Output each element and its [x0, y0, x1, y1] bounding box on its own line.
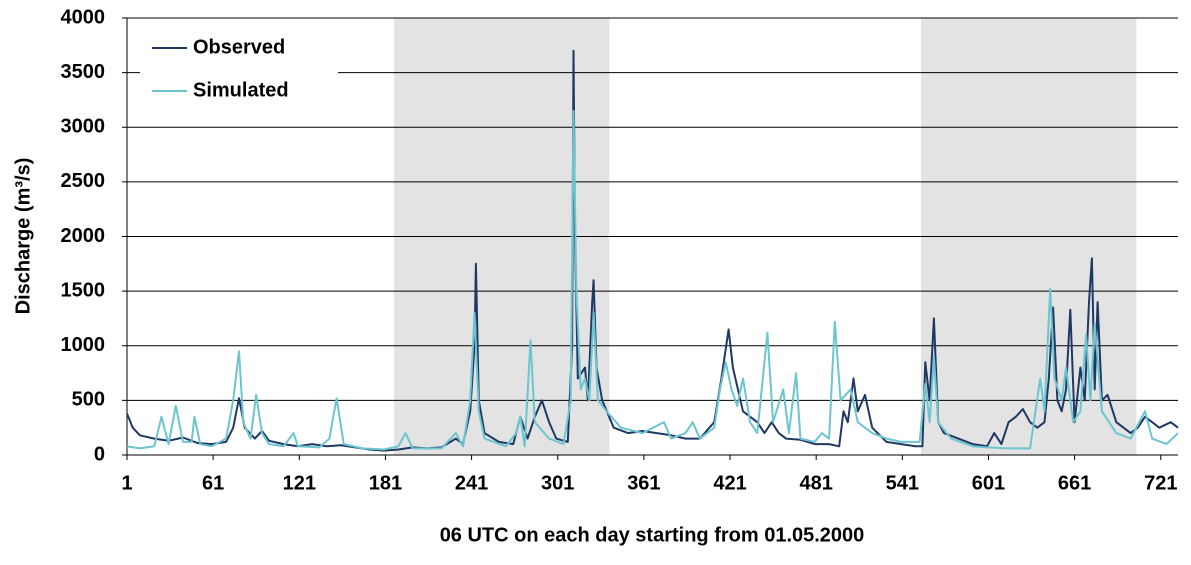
x-tick-label: 721: [1144, 472, 1177, 494]
x-tick-label: 661: [1058, 472, 1091, 494]
x-tick-label: 361: [627, 472, 660, 494]
x-tick-label: 61: [202, 472, 224, 494]
y-tick-label: 0: [94, 443, 105, 465]
x-tick-label: 301: [541, 472, 574, 494]
legend-label: Observed: [193, 36, 285, 58]
y-tick-label: 3000: [61, 116, 106, 138]
series-line: [126, 109, 1179, 451]
x-tick-label: 1: [121, 472, 132, 494]
y-tick-label: 3500: [61, 61, 106, 83]
y-tick-label: 2000: [61, 225, 106, 247]
y-tick-label: 500: [72, 389, 105, 411]
y-tick-label: 1500: [61, 279, 106, 301]
x-tick-label: 601: [972, 472, 1005, 494]
y-tick-label: 1000: [61, 334, 106, 356]
x-tick-label: 541: [886, 472, 919, 494]
y-tick-label: 2500: [61, 170, 106, 192]
x-axis-label: 06 UTC on each day starting from 01.05.2…: [440, 524, 865, 546]
x-tick-label: 241: [455, 472, 488, 494]
legend-label: Simulated: [193, 79, 289, 101]
y-axis-label: Discharge (m³/s): [12, 158, 34, 315]
x-tick-label: 481: [799, 472, 832, 494]
x-tick-label: 121: [283, 472, 316, 494]
y-tick-label: 4000: [61, 6, 106, 28]
legend-box: [140, 27, 338, 100]
x-tick-label: 181: [369, 472, 402, 494]
x-tick-label: 421: [713, 472, 746, 494]
